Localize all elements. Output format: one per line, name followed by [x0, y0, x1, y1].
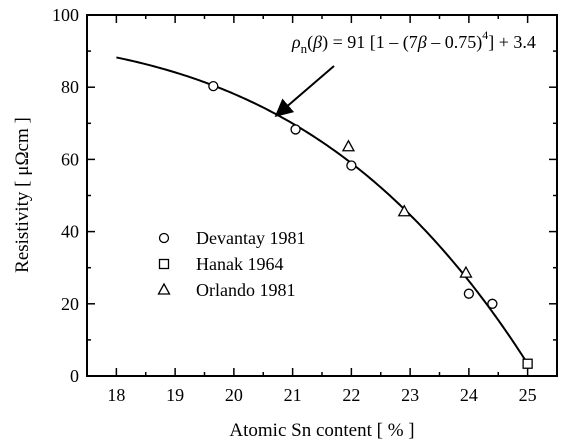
- x-axis-ticks: [86, 15, 558, 376]
- fit-curve: [116, 56, 529, 365]
- data-markers: [208, 80, 533, 369]
- formula-subscript: n: [301, 41, 308, 56]
- x-tick-label-18: 18: [107, 385, 125, 405]
- x-tick-label-23: 23: [401, 385, 419, 405]
- devantay-1981-point-4: [463, 288, 475, 299]
- formula-beta-2: β: [417, 32, 427, 52]
- formula-beta: β: [312, 32, 322, 52]
- orlando-1981-point-2: [397, 204, 411, 217]
- formula-text: ρn(β) = 91 [1 – (7β – 0.75)4] + 3.4: [291, 28, 536, 56]
- plot-border: [86, 14, 558, 377]
- y-tick-label-80: 80: [61, 77, 79, 97]
- devantay-1981-point-5: [487, 298, 498, 309]
- x-axis-title: Atomic Sn content [ % ]: [229, 420, 414, 441]
- legend-marker-orlando-1981: [157, 282, 171, 295]
- orlando-1981-point-3: [459, 265, 473, 278]
- formula-paren-close: ): [322, 32, 328, 53]
- y-tick-label-100: 100: [52, 5, 79, 25]
- legend: Devantay 1981 Hanak 1964 Orlando 1981: [157, 228, 305, 300]
- devantay-1981-point-2: [290, 124, 301, 135]
- x-tick-label-22: 22: [342, 385, 360, 405]
- legend-marker-hanak-1964: [158, 258, 170, 270]
- hanak-1964-point-1: [522, 358, 533, 369]
- x-tick-label-21: 21: [284, 385, 302, 405]
- x-axis-tick-labels: 18 19 20 21 22 23 24 25: [107, 385, 536, 405]
- y-axis-tick-labels: 0 20 40 60 80 100: [52, 5, 79, 386]
- legend-label-devantay-1981: Devantay 1981: [196, 228, 305, 248]
- plot-frame: [86, 14, 558, 377]
- y-tick-label-60: 60: [61, 149, 79, 169]
- legend-label-hanak-1964: Hanak 1964: [196, 254, 283, 274]
- y-axis-title: Resistivity [ μΩcm ]: [12, 117, 33, 273]
- legend-label-orlando-1981: Orlando 1981: [196, 280, 295, 300]
- x-tick-label-24: 24: [460, 385, 478, 405]
- orlando-1981-point-1: [341, 139, 356, 152]
- y-axis-ticks: [87, 14, 557, 377]
- formula-rho: ρ: [291, 32, 301, 52]
- annotation-arrow: [274, 65, 335, 118]
- y-tick-label-20: 20: [61, 294, 79, 314]
- formula-paren-open: (: [307, 32, 313, 53]
- x-tick-label-25: 25: [519, 385, 537, 405]
- y-tick-label-0: 0: [70, 366, 79, 386]
- y-tick-label-40: 40: [61, 222, 79, 242]
- formula-rhs-b: – 0.75): [427, 32, 483, 53]
- fit-curve-line: [116, 56, 529, 365]
- formula-rhs-c: ] + 3.4: [488, 32, 536, 52]
- x-tick-label-19: 19: [166, 385, 184, 405]
- formula-rhs-a: = 91 [1 – (7: [328, 32, 418, 53]
- formula-annotation: ρn(β) = 91 [1 – (7β – 0.75)4] + 3.4: [274, 28, 536, 118]
- formula-exponent: 4: [482, 28, 488, 42]
- legend-marker-devantay-1981: [158, 232, 170, 244]
- devantay-1981-point-3: [346, 160, 357, 171]
- devantay-1981-point-1: [208, 80, 219, 92]
- x-tick-label-20: 20: [225, 385, 243, 405]
